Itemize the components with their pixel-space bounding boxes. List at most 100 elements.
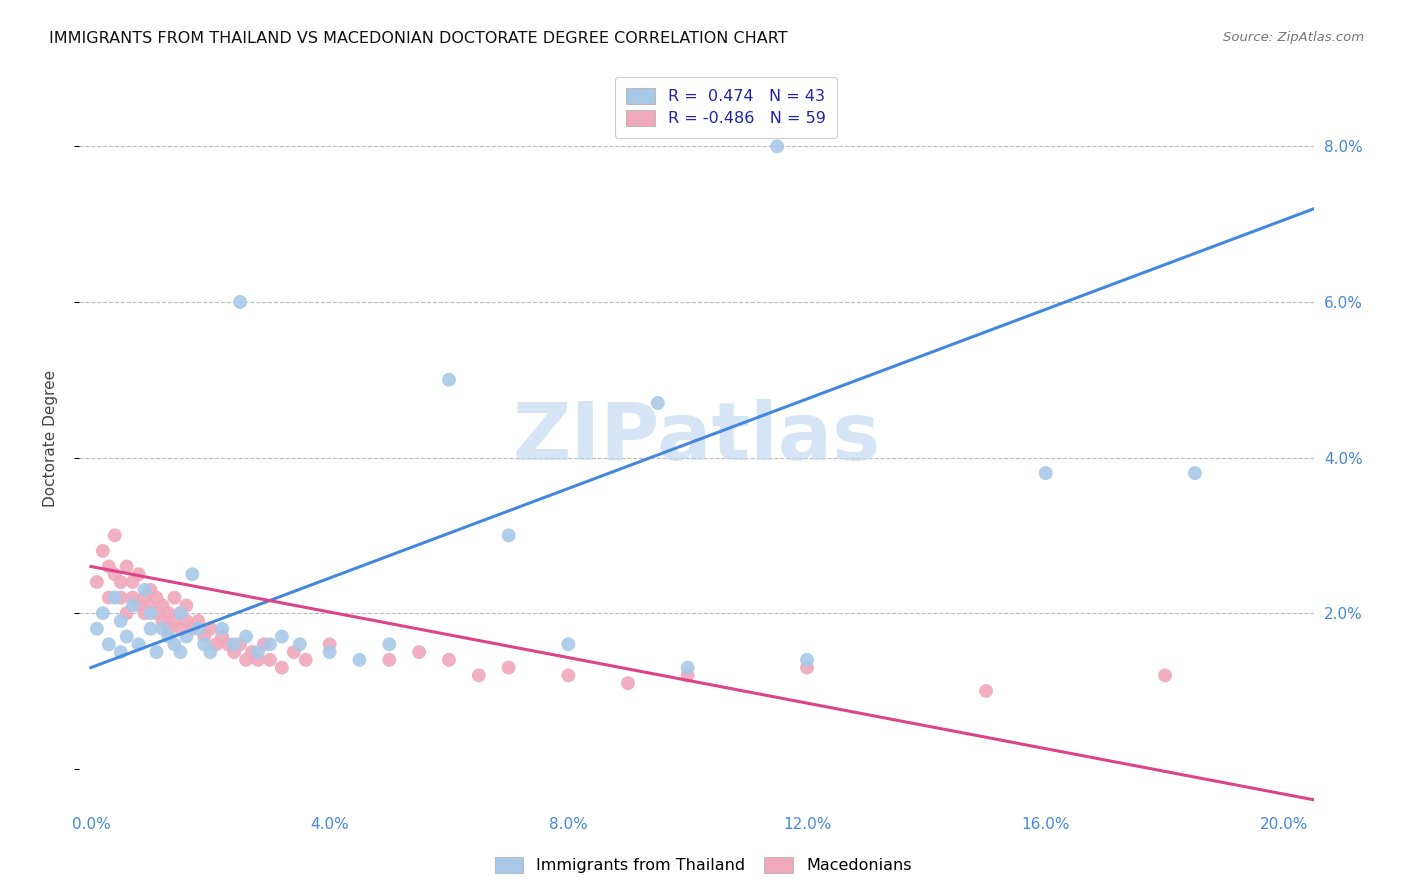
Point xyxy=(157,606,180,620)
Point xyxy=(378,637,401,651)
Point xyxy=(91,606,114,620)
Point xyxy=(676,660,699,674)
Point xyxy=(104,591,127,605)
Point xyxy=(437,653,460,667)
Point xyxy=(200,645,222,659)
Point xyxy=(145,606,167,620)
Point xyxy=(224,637,246,651)
Point xyxy=(617,676,640,690)
Point xyxy=(259,653,281,667)
Point xyxy=(974,684,997,698)
Point xyxy=(121,599,143,613)
Point xyxy=(152,599,174,613)
Point xyxy=(193,630,215,644)
Point xyxy=(437,373,460,387)
Point xyxy=(139,599,162,613)
Point xyxy=(468,668,491,682)
Text: Source: ZipAtlas.com: Source: ZipAtlas.com xyxy=(1223,31,1364,45)
Point xyxy=(139,582,162,597)
Point xyxy=(246,645,269,659)
Point xyxy=(139,606,162,620)
Point xyxy=(229,294,252,309)
Point xyxy=(139,622,162,636)
Point xyxy=(200,622,222,636)
Point xyxy=(176,630,198,644)
Point xyxy=(498,660,520,674)
Point xyxy=(1035,466,1057,480)
Point xyxy=(217,637,239,651)
Point xyxy=(163,637,186,651)
Point xyxy=(157,630,180,644)
Point xyxy=(211,622,233,636)
Point xyxy=(211,630,233,644)
Point xyxy=(104,528,127,542)
Point xyxy=(169,606,191,620)
Point xyxy=(193,637,215,651)
Point xyxy=(408,645,430,659)
Point xyxy=(110,645,132,659)
Point xyxy=(676,668,699,682)
Point xyxy=(187,622,209,636)
Point xyxy=(121,575,143,590)
Point xyxy=(766,139,789,153)
Point xyxy=(318,637,340,651)
Point xyxy=(240,645,263,659)
Point xyxy=(157,622,180,636)
Point xyxy=(152,614,174,628)
Point xyxy=(498,528,520,542)
Legend: Immigrants from Thailand, Macedonians: Immigrants from Thailand, Macedonians xyxy=(488,850,918,880)
Point xyxy=(163,614,186,628)
Point xyxy=(115,606,138,620)
Point xyxy=(86,622,108,636)
Point xyxy=(224,645,246,659)
Point xyxy=(121,591,143,605)
Point xyxy=(145,591,167,605)
Point xyxy=(270,660,292,674)
Point xyxy=(86,575,108,590)
Point xyxy=(259,637,281,651)
Point xyxy=(115,630,138,644)
Point xyxy=(134,582,156,597)
Point xyxy=(378,653,401,667)
Point xyxy=(169,645,191,659)
Point xyxy=(318,645,340,659)
Point xyxy=(283,645,305,659)
Point xyxy=(253,637,276,651)
Point xyxy=(557,668,579,682)
Point xyxy=(796,660,818,674)
Point xyxy=(205,637,228,651)
Point xyxy=(187,614,209,628)
Point xyxy=(91,544,114,558)
Point xyxy=(796,653,818,667)
Point xyxy=(557,637,579,651)
Point xyxy=(115,559,138,574)
Point xyxy=(97,591,120,605)
Point xyxy=(349,653,371,667)
Point xyxy=(270,630,292,644)
Point xyxy=(134,606,156,620)
Point xyxy=(246,653,269,667)
Point xyxy=(97,559,120,574)
Point xyxy=(181,567,204,582)
Point xyxy=(152,622,174,636)
Point xyxy=(128,637,150,651)
Point xyxy=(229,637,252,651)
Point xyxy=(181,622,204,636)
Point xyxy=(134,591,156,605)
Point xyxy=(288,637,311,651)
Point xyxy=(97,637,120,651)
Text: IMMIGRANTS FROM THAILAND VS MACEDONIAN DOCTORATE DEGREE CORRELATION CHART: IMMIGRANTS FROM THAILAND VS MACEDONIAN D… xyxy=(49,31,787,46)
Y-axis label: Doctorate Degree: Doctorate Degree xyxy=(44,369,58,507)
Point xyxy=(169,622,191,636)
Point xyxy=(235,653,257,667)
Point xyxy=(1154,668,1177,682)
Point xyxy=(110,591,132,605)
Point xyxy=(176,599,198,613)
Legend: R =  0.474   N = 43, R = -0.486   N = 59: R = 0.474 N = 43, R = -0.486 N = 59 xyxy=(614,77,837,137)
Point xyxy=(176,614,198,628)
Point xyxy=(294,653,316,667)
Point xyxy=(647,396,669,410)
Point xyxy=(163,591,186,605)
Point xyxy=(1184,466,1206,480)
Point xyxy=(169,606,191,620)
